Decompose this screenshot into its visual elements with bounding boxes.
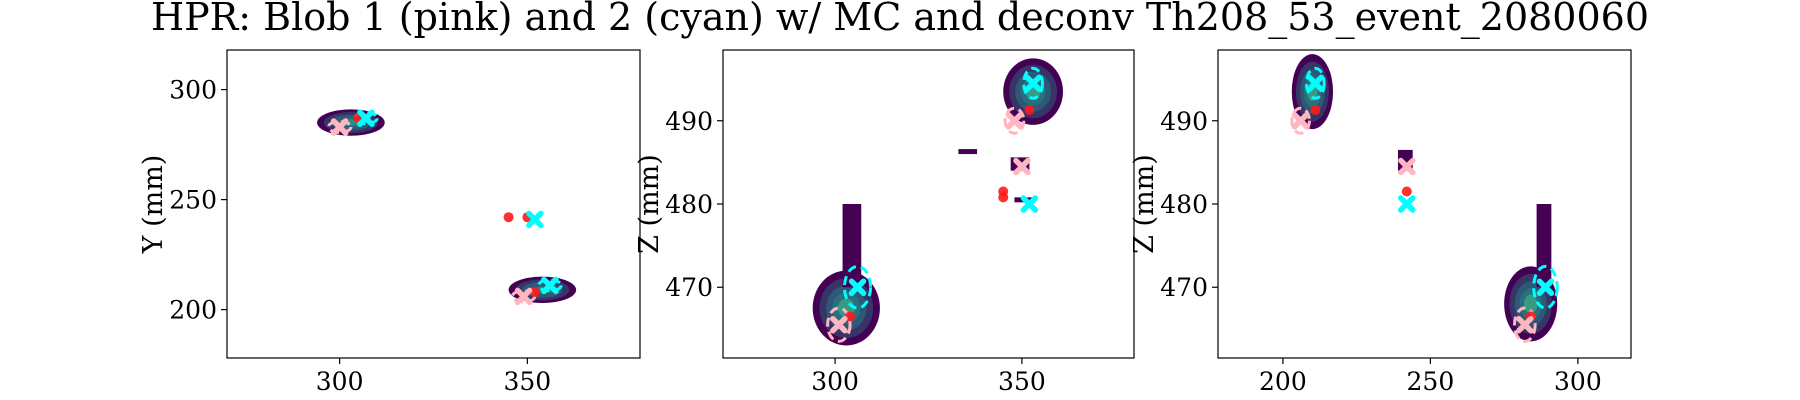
blob1-marker [1291, 112, 1310, 130]
y-tick-label: 250 [169, 186, 217, 215]
blob1-ring [1003, 106, 1026, 135]
blob1-ring [326, 120, 353, 134]
blob1-marker [830, 315, 848, 334]
mc-point [1310, 104, 1321, 115]
axes-frame [722, 49, 1135, 359]
x-tick-label: 350 [504, 367, 552, 396]
mc-point [998, 192, 1009, 203]
blob1-ring [826, 306, 852, 343]
blob2-marker [1024, 74, 1042, 93]
blob2-marker [1306, 74, 1325, 93]
y-tick-label: 200 [169, 296, 217, 325]
blob2-ring [537, 278, 563, 293]
y-tick-label: 480 [1160, 190, 1208, 219]
blob2-marker [357, 109, 375, 127]
plot-area [317, 109, 577, 306]
blob2-marker [1398, 195, 1416, 213]
x-tick-label: 300 [316, 367, 364, 396]
blob2-ring [1022, 66, 1044, 100]
blob2-marker [526, 210, 544, 229]
y-axis-label: Z (mm) [634, 154, 665, 254]
blob2-ring [353, 111, 379, 126]
mc-point [1024, 104, 1035, 115]
blob1-ring [1512, 306, 1537, 343]
y-tick-label: 490 [665, 107, 713, 136]
blob1-marker [1005, 112, 1024, 130]
hit-streak [958, 149, 978, 155]
x-tick-label: 250 [1407, 367, 1455, 396]
panel-1: 300 350 200 250 300 Y (mm) [138, 49, 641, 396]
plot-area [812, 58, 1064, 346]
figure-title: HPR: Blob 1 (pink) and 2 (cyan) w/ MC an… [151, 0, 1649, 40]
y-tick-label: 470 [1160, 273, 1208, 302]
axes-frame [226, 49, 641, 359]
hit-streak [1536, 204, 1552, 288]
blob2-marker [1020, 195, 1039, 213]
blob2-marker [541, 276, 559, 295]
y-axis-label: Y (mm) [138, 155, 169, 255]
x-tick-label: 300 [1554, 367, 1602, 396]
x-tick-label: 200 [1259, 367, 1307, 396]
mc-point [1401, 186, 1412, 197]
hit-streak [842, 204, 862, 288]
x-tick-label: 300 [811, 367, 859, 396]
mc-point [503, 212, 514, 223]
blob2-marker [848, 278, 867, 296]
blob2-ring [1305, 66, 1326, 100]
blob1-marker [330, 118, 349, 136]
y-axis-label: Z (mm) [1129, 154, 1160, 254]
blob1-ring [1290, 106, 1311, 135]
blob2-marker [1536, 278, 1555, 296]
blob1-marker [514, 287, 533, 306]
plot-area [1290, 54, 1559, 343]
x-tick-label: 350 [998, 367, 1046, 396]
blob2-ring [842, 264, 873, 310]
y-tick-label: 490 [1160, 107, 1208, 136]
hit-cluster [1003, 58, 1064, 125]
cluster-layer [1524, 294, 1538, 314]
axes-frame [1217, 49, 1632, 359]
y-tick-label: 300 [169, 76, 217, 105]
blob1-marker [1516, 315, 1534, 334]
hit-cluster [1504, 266, 1558, 342]
mc-point [529, 287, 540, 297]
y-tick-label: 470 [665, 273, 713, 302]
y-tick-label: 480 [665, 190, 713, 219]
blob2-ring [1532, 264, 1559, 310]
blob1-marker [1013, 157, 1031, 176]
blob1-marker [1398, 157, 1416, 176]
